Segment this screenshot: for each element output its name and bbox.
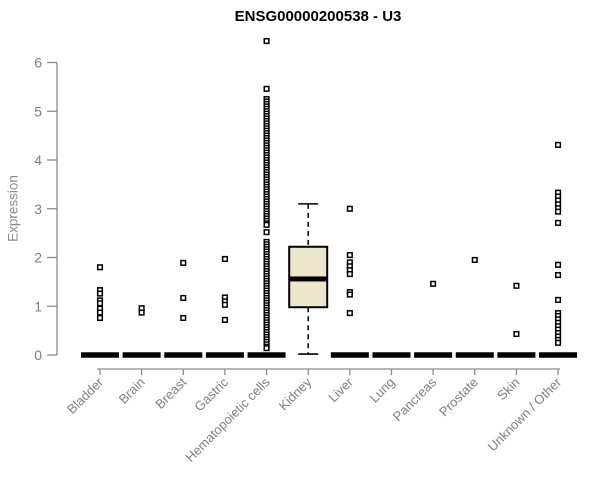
outlier-point — [180, 314, 187, 321]
box-group-liver — [330, 205, 369, 358]
outlier-point — [513, 282, 520, 289]
zero-median-bar — [205, 352, 244, 358]
x-tick-label: Kidney — [276, 374, 315, 413]
outlier-point — [180, 259, 187, 266]
outlier-point — [96, 309, 104, 316]
x-tick-label: Unknown / Other — [485, 374, 565, 454]
outlier-point — [513, 330, 520, 338]
median-line — [289, 276, 328, 282]
outlier-point — [96, 314, 104, 321]
outlier-point — [554, 296, 562, 303]
outlier-point — [554, 339, 562, 346]
box-group-breast — [164, 259, 203, 358]
x-tick-label: Liver — [325, 374, 356, 405]
outlier-point — [96, 290, 104, 297]
outlier-point — [263, 221, 270, 228]
outlier-point — [346, 291, 353, 298]
outlier-point — [554, 272, 562, 279]
outlier-point — [346, 271, 353, 278]
box-group-kidney — [288, 203, 329, 355]
outlier-point — [263, 345, 270, 352]
outlier-point — [138, 309, 145, 316]
x-tick-label: Lung — [367, 375, 398, 406]
y-axis: 0 1 2 3 4 5 6 — [34, 55, 58, 363]
y-tick-label: 1 — [34, 298, 42, 314]
x-tick-label: Skin — [494, 375, 522, 403]
box-group-gastric — [205, 255, 244, 358]
outlier-point — [263, 38, 270, 45]
box-group-pancreas — [414, 280, 453, 358]
zero-median-bar — [372, 352, 411, 358]
outlier-point — [221, 255, 228, 263]
zero-median-bar — [455, 352, 494, 358]
box-group-prostate — [455, 256, 494, 358]
box-group-unknown-other — [539, 141, 578, 358]
chart-title: ENSG00000200538 - U3 — [234, 8, 402, 25]
y-axis-label: Expression — [5, 175, 21, 242]
outlier-point — [554, 219, 562, 226]
zero-median-bar — [330, 352, 369, 358]
outlier-point — [263, 229, 270, 236]
zero-median-bar — [497, 352, 536, 358]
outlier-point — [221, 301, 228, 308]
outlier-point — [221, 316, 228, 323]
outlier-point — [554, 208, 562, 215]
outlier-point — [263, 85, 270, 92]
box-group-lung — [372, 352, 411, 358]
x-tick-label: Bladder — [64, 374, 107, 417]
y-tick-label: 2 — [34, 250, 42, 266]
x-tick-label: Brain — [116, 375, 148, 407]
y-tick-label: 4 — [34, 152, 42, 168]
y-tick-label: 3 — [34, 201, 42, 217]
outlier-point — [346, 205, 353, 212]
outlier-point — [96, 264, 104, 271]
box-group-brain — [122, 305, 161, 358]
outlier-point — [471, 256, 478, 263]
outlier-point — [96, 300, 104, 307]
box-group-skin — [497, 282, 536, 358]
outlier-point — [430, 280, 437, 287]
x-tick-label: Prostate — [436, 375, 481, 420]
zero-median-bar — [122, 352, 161, 358]
zero-median-bar — [81, 352, 119, 358]
outlier-point — [554, 261, 562, 268]
outlier-point — [346, 252, 353, 259]
y-tick-label: 5 — [34, 103, 42, 119]
x-tick-label: Pancreas — [390, 374, 440, 424]
zero-median-bar — [247, 352, 286, 358]
x-tick-label: Gastric — [191, 374, 231, 414]
box-group-bladder — [81, 264, 119, 358]
y-tick-label: 0 — [34, 347, 42, 363]
zero-median-bar — [164, 352, 203, 358]
zero-median-bar — [414, 352, 453, 358]
outlier-point — [346, 310, 353, 317]
y-tick-label: 6 — [34, 55, 42, 71]
outlier-point — [554, 141, 562, 148]
x-tick-label: Breast — [152, 374, 189, 411]
zero-median-bar — [539, 352, 578, 358]
outlier-point — [180, 294, 187, 302]
box-group-hematopoietic-cells — [247, 38, 286, 358]
